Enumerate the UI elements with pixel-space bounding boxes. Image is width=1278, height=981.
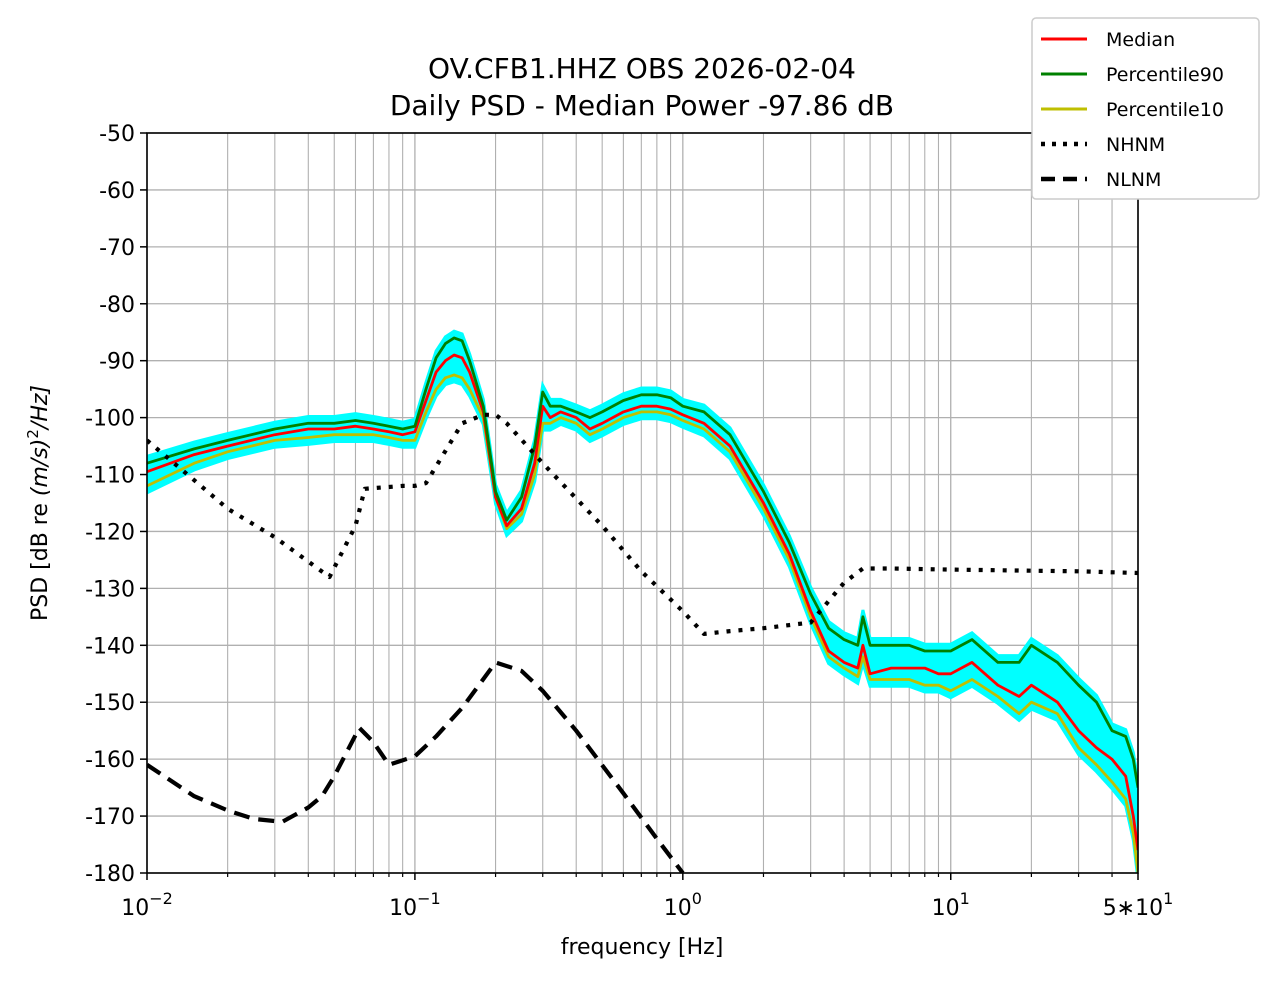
chart-title: OV.CFB1.HHZ OBS 2026-02-04 xyxy=(428,52,856,85)
series-median-line xyxy=(147,353,1138,851)
legend-label-nlnm: NLNM xyxy=(1106,169,1161,191)
y-tick-label: -100 xyxy=(85,407,135,432)
y-tick-label: -140 xyxy=(85,634,135,659)
y-tick-label: -70 xyxy=(99,236,135,261)
series-nlnm-line xyxy=(147,660,685,873)
psd-envelope xyxy=(147,329,1138,873)
x-tick-label: 10−2 xyxy=(121,889,173,921)
plot-area xyxy=(147,133,1138,873)
series-layer xyxy=(147,329,1138,873)
x-tick-label: 10−1 xyxy=(389,889,441,921)
y-tick-label: -130 xyxy=(85,577,135,602)
x-tick-label: 101 xyxy=(932,889,970,921)
chart-subtitle: Daily PSD - Median Power -97.86 dB xyxy=(390,89,894,122)
series-percentile90-line xyxy=(147,336,1138,788)
plot-frame xyxy=(146,132,1139,874)
y-tick-label: -180 xyxy=(85,862,135,887)
x-tick-label: 5∗101 xyxy=(1103,889,1174,921)
grid-minor xyxy=(227,133,1113,877)
legend-label-nhnm: NHNM xyxy=(1106,134,1165,156)
y-tick-label: -170 xyxy=(85,805,135,830)
x-tick-label: 100 xyxy=(664,889,702,921)
y-tick-label: -60 xyxy=(99,179,135,204)
legend: Median Percentile90 Percentile10 NHNM NLNM xyxy=(1031,17,1260,200)
legend-label-median: Median xyxy=(1106,29,1175,51)
y-tick-label: -90 xyxy=(99,350,135,375)
x-axis: 10−2 10−1 100 101 5∗101 xyxy=(121,873,1173,921)
y-axis-label: PSD [dB re (m/s)2/Hz] xyxy=(24,385,53,621)
y-tick-label: -120 xyxy=(85,520,135,545)
legend-box xyxy=(1031,17,1260,200)
y-tick-label: -150 xyxy=(85,691,135,716)
legend-label-percentile10: Percentile10 xyxy=(1106,99,1224,121)
y-axis: -50 -60 -70 -80 -90 -100 -110 -120 -130 -140 -150 -… xyxy=(85,122,147,887)
y-tick-label: -160 xyxy=(85,748,135,773)
x-axis-label: frequency [Hz] xyxy=(561,935,724,960)
series-nhnm-line xyxy=(147,412,1138,636)
y-tick-label: -110 xyxy=(85,464,135,489)
series-percentile10-line xyxy=(147,373,1138,873)
y-tick-label: -80 xyxy=(99,293,135,318)
legend-label-percentile90: Percentile90 xyxy=(1106,64,1224,86)
y-tick-label: -50 xyxy=(99,122,135,147)
